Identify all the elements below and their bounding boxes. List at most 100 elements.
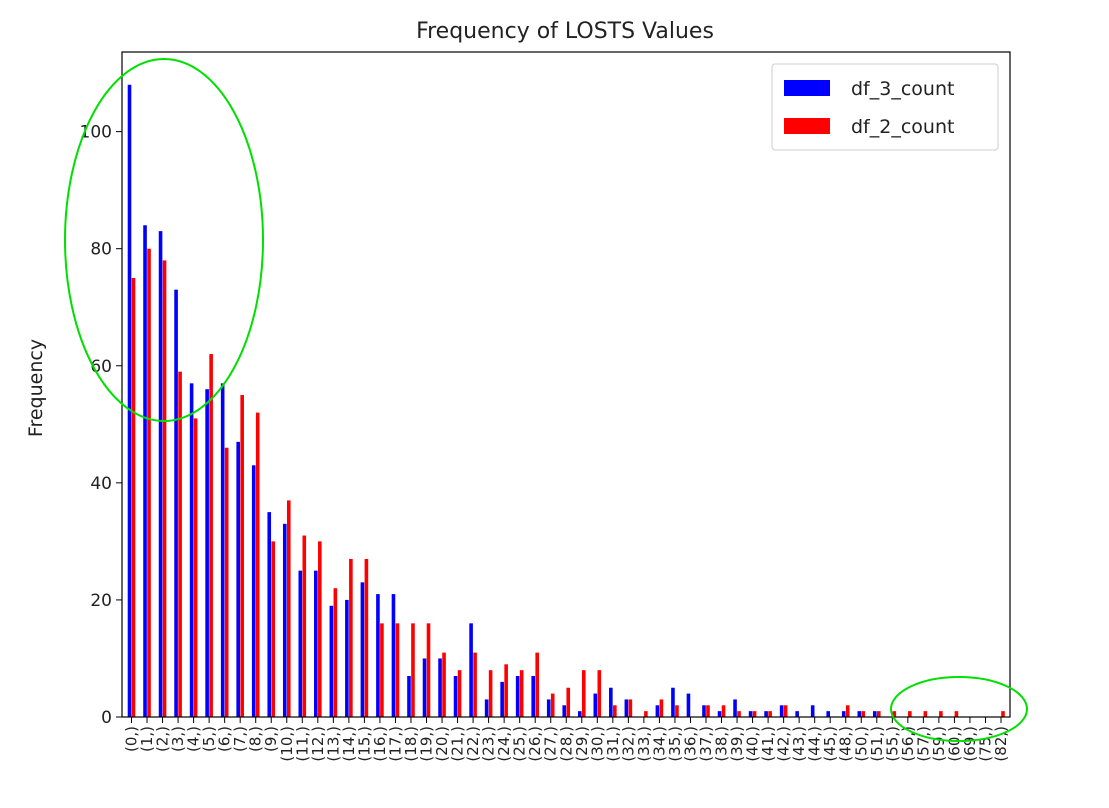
x-tick-label: (39,) (728, 726, 746, 762)
x-tick-label: (30,) (588, 726, 606, 762)
bar-df_3_count-44 (810, 705, 815, 717)
y-tick-label: 40 (90, 474, 112, 494)
x-tick-label: (7,) (231, 726, 249, 752)
x-tick-label: (6,) (216, 726, 234, 752)
bar-df_2_count-2 (162, 260, 167, 717)
bar-df_3_count-36 (686, 693, 691, 717)
bar-df_3_count-27 (546, 699, 551, 717)
bar-df_2_count-18 (411, 623, 415, 717)
bar-df_3_count-10 (282, 523, 287, 717)
bar-df_2_count-35 (675, 705, 679, 717)
bar-df_3_count-38 (717, 711, 722, 717)
bar-df_3_count-42 (779, 705, 784, 717)
bar-df_3_count-39 (733, 699, 737, 717)
bar-df_3_count-11 (298, 570, 303, 717)
bar-df_3_count-40 (748, 711, 753, 717)
bar-df_2_count-40 (752, 711, 757, 717)
bar-df_3_count-2 (158, 231, 163, 717)
x-tick-label: (43,) (790, 726, 808, 762)
bar-df_2_count-4 (193, 418, 198, 717)
x-tick-label: (42,) (775, 726, 793, 762)
x-tick-label: (56,) (899, 726, 917, 762)
x-tick-label: (55,) (883, 726, 901, 762)
x-tick-label: (4,) (185, 726, 203, 752)
bar-df_3_count-19 (422, 658, 427, 717)
bar-df_3_count-12 (314, 570, 318, 717)
bar-df_2_count-53 (954, 711, 959, 717)
x-tick-label: (51,) (868, 726, 886, 762)
bar-df_3_count-45 (826, 711, 831, 717)
x-tick-label: (35,) (666, 726, 684, 762)
bar-df_3_count-48 (872, 711, 877, 717)
bar-df_2_count-29 (581, 670, 586, 717)
bar-df_2_count-34 (659, 699, 664, 717)
x-tick-label: (26,) (526, 726, 544, 762)
bar-df_2_count-51 (923, 711, 928, 717)
x-tick-label: (24,) (495, 726, 513, 762)
bar-df_3_count-13 (329, 605, 334, 717)
bar-df_2_count-8 (255, 412, 260, 717)
bar-df_2_count-10 (286, 500, 291, 717)
bar-df_3_count-22 (469, 623, 473, 717)
bar-df_3_count-28 (562, 705, 567, 717)
x-tick-label: (59,) (930, 726, 948, 762)
x-tick-label: (15,) (355, 726, 373, 762)
x-tick-label: (50,) (852, 726, 870, 762)
x-tick-label: (34,) (650, 726, 668, 762)
x-tick-label: (16,) (371, 726, 389, 762)
x-tick-label: (22,) (464, 726, 482, 762)
x-tick-label: (38,) (713, 726, 731, 762)
x-tick-label: (23,) (480, 726, 498, 762)
bar-df_3_count-0 (127, 84, 132, 717)
bar-df_2_count-9 (271, 541, 276, 717)
x-tick-label: (33,) (635, 726, 653, 762)
bar-df_2_count-14 (349, 558, 353, 717)
bar-df_2_count-17 (395, 623, 400, 717)
bar-df_2_count-28 (566, 687, 571, 717)
bar-df_2_count-24 (504, 664, 508, 717)
x-tick-label: (10,) (278, 726, 296, 762)
bar-df_2_count-50 (908, 711, 912, 717)
bar-df_2_count-16 (380, 623, 384, 717)
bar-df_3_count-1 (143, 225, 147, 717)
x-tick-label: (69,) (961, 726, 979, 762)
bar-df_3_count-23 (484, 699, 489, 717)
x-tick-label: (27,) (542, 726, 560, 762)
bar-df_2_count-1 (147, 248, 151, 717)
x-tick-label: (0,) (123, 726, 141, 752)
bar-df_2_count-37 (706, 705, 710, 717)
bar-df_2_count-47 (861, 711, 866, 717)
x-tick-label: (25,) (511, 726, 529, 762)
x-tick-label: (44,) (806, 726, 824, 762)
x-tick-label: (18,) (402, 726, 420, 762)
y-tick-label: 20 (90, 591, 112, 611)
annotations-group (64, 58, 1028, 742)
bar-df_2_count-52 (939, 711, 943, 717)
bar-df_2_count-22 (473, 652, 477, 717)
bar-df_2_count-38 (721, 705, 726, 717)
x-tick-label: (13,) (324, 726, 342, 762)
x-tick-label: (45,) (821, 726, 839, 762)
x-tick-label: (28,) (557, 726, 575, 762)
bar-df_3_count-17 (391, 594, 396, 717)
bar-df_2_count-21 (457, 670, 462, 717)
legend-swatch-df_2_count (784, 118, 830, 134)
bar-df_2_count-3 (178, 371, 182, 717)
x-tick-label: (5,) (200, 726, 218, 752)
x-tick-label: (12,) (309, 726, 327, 762)
bars-group (127, 84, 1005, 717)
legend-label-df_2_count: df_2_count (851, 116, 954, 138)
bar-df_2_count-27 (550, 693, 555, 717)
x-tick-label: (60,) (945, 726, 963, 762)
x-tick-label: (1,) (138, 726, 156, 752)
bar-df_3_count-7 (236, 441, 240, 717)
bar-df_3_count-30 (593, 693, 598, 717)
bar-df_2_count-39 (737, 711, 741, 717)
y-axis-label: Frequency (25, 339, 47, 437)
x-tick-label: (2,) (154, 726, 172, 752)
x-tick-label: (11,) (293, 726, 311, 762)
bar-df_3_count-37 (702, 705, 706, 717)
bar-df_3_count-46 (841, 711, 846, 717)
